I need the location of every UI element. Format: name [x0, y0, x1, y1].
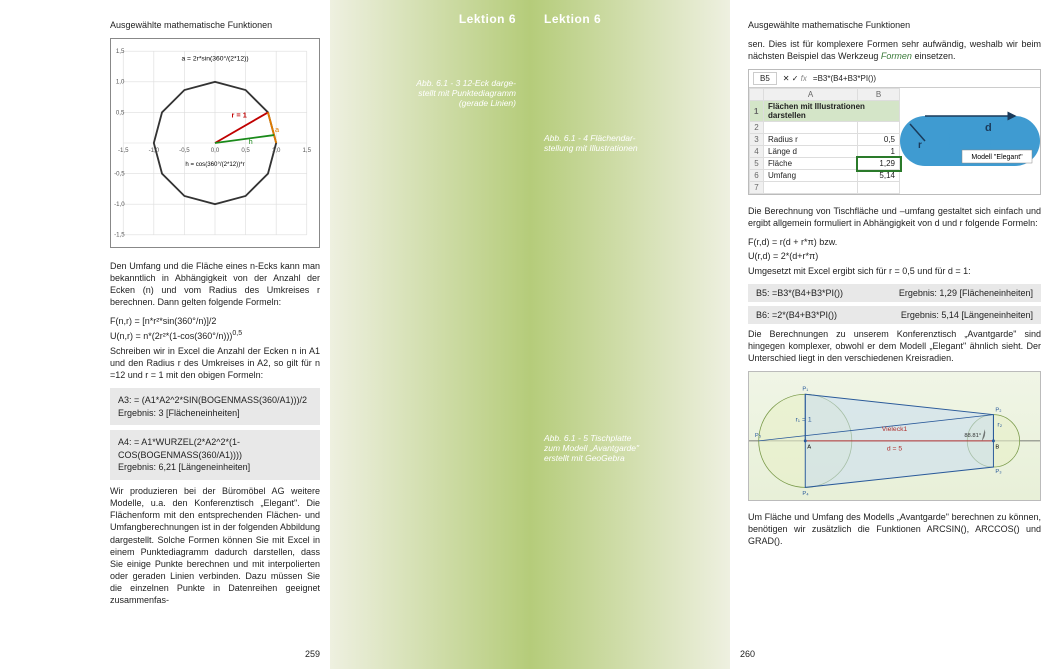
code-result: Ergebnis: 5,14 [Längeneinheiten]: [901, 310, 1033, 320]
svg-text:0,5: 0,5: [241, 147, 250, 154]
caption-right-1: Abb. 6.1 - 4 Flächendar- stellung mit Il…: [544, 133, 716, 153]
svg-text:P₃: P₃: [995, 469, 1002, 475]
page-number-right: 260: [740, 649, 755, 659]
svg-text:-1,5: -1,5: [114, 232, 125, 239]
excel-screenshot: B5 ✕ ✓ fx =B3*(B4+B3*PI()) AB 1Flächen m…: [748, 69, 1041, 195]
svg-text:-1,0: -1,0: [114, 201, 125, 208]
right-formula-1: F(r,d) = r(d + r*π) bzw.: [748, 237, 1041, 247]
right-para-1: Die Berechnung von Tischfläche und –umfa…: [748, 205, 1041, 229]
svg-text:h = cos(360°/(2*12))*r: h = cos(360°/(2*12))*r: [185, 161, 244, 168]
svg-text:0,0: 0,0: [211, 147, 220, 154]
right-para-2: Umgesetzt mit Excel ergibt sich für r = …: [748, 265, 1041, 277]
svg-text:P₅: P₅: [755, 433, 762, 439]
lesson-label-right: Lektion 6: [544, 12, 716, 26]
right-para-0: sen. Dies ist für komplexere Formen sehr…: [748, 38, 1041, 62]
section-header-right: Ausgewählte mathematische Funktionen: [748, 20, 1041, 30]
right-codebox-2: B6: =2*(B4+B3*PI()) Ergebnis: 5,14 [Läng…: [748, 306, 1041, 324]
caption-right-2: Abb. 6.1 - 5 Tischplatte zum Modell „Ava…: [544, 433, 716, 463]
geogebra-figure: Vieleck1 d = 5 r₁ = 1 r₂ 88.81° P₁ P₄ P₂ P…: [748, 371, 1041, 501]
svg-text:-1,0: -1,0: [149, 147, 160, 154]
left-para-2: Schreiben wir in Excel die Anzahl der Ec…: [110, 345, 320, 381]
left-para-1: Den Umfang und die Fläche eines n-Ecks k…: [110, 260, 320, 309]
svg-text:a: a: [275, 125, 280, 134]
right-para-4: Um Fläche und Umfang des Modells „Avantg…: [748, 511, 1041, 547]
lesson-label-left: Lektion 6: [344, 12, 516, 26]
code-line: B6: =2*(B4+B3*PI()): [756, 310, 837, 320]
right-formula-2: U(r,d) = 2*(d+r*π): [748, 251, 1041, 261]
svg-text:1,5: 1,5: [116, 48, 125, 55]
svg-text:-0,5: -0,5: [179, 147, 190, 154]
svg-text:r: r: [918, 140, 922, 151]
svg-text:d = 5: d = 5: [887, 446, 902, 453]
svg-text:h: h: [249, 137, 253, 146]
caption-left-1: Abb. 6.1 - 3 12-Eck darge- stellt mit Pu…: [344, 78, 516, 108]
svg-text:P₄: P₄: [802, 491, 809, 497]
code-result: Ergebnis: 6,21 [Längeneinheiten]: [118, 461, 312, 474]
code-line: A4: = A1*WURZEL(2*A2^2*(1-COS(BOGENMASS(…: [118, 436, 312, 461]
svg-text:r = 1: r = 1: [232, 110, 247, 119]
svg-text:A: A: [807, 445, 811, 451]
left-formula-1: F(n,r) = [n*r²*sin(360°/n)]/2: [110, 316, 320, 326]
svg-text:-0,5: -0,5: [114, 170, 125, 177]
right-margin-column: Lektion 6 Abb. 6.1 - 4 Flächendar- stell…: [530, 0, 730, 669]
excel-fx-icon: ✕ ✓ fx: [783, 74, 807, 83]
svg-text:r₁ = 1: r₁ = 1: [796, 417, 812, 424]
left-main-column: Ausgewählte mathematische Funktionen: [0, 0, 330, 669]
excel-shape-illustration: r d Modell "Elegant": [900, 88, 1040, 194]
chart-top-formula: a = 2r*sin(360°/(2*12)): [181, 54, 248, 62]
section-header-left: Ausgewählte mathematische Funktionen: [110, 20, 320, 30]
tool-name: Formen: [881, 51, 912, 61]
svg-text:d: d: [985, 122, 992, 134]
svg-text:0,5: 0,5: [116, 109, 125, 116]
svg-text:r₂: r₂: [997, 421, 1002, 428]
left-codebox-1: A3: = (A1*A2^2*SIN(BOGENMASS(360/A1)))/2…: [110, 388, 320, 425]
excel-formula-text: =B3*(B4+B3*PI()): [813, 74, 876, 83]
model-label: Modell "Elegant": [971, 154, 1023, 161]
code-line: A3: = (A1*A2^2*SIN(BOGENMASS(360/A1)))/2: [118, 394, 312, 407]
svg-text:P₂: P₂: [995, 408, 1001, 414]
right-main-column: Ausgewählte mathematische Funktionen sen…: [730, 0, 1061, 669]
code-line: B5: =B3*(B4+B3*PI()): [756, 288, 843, 298]
code-result: Ergebnis: 3 [Flächeneinheiten]: [118, 407, 312, 420]
svg-text:B: B: [995, 445, 999, 451]
excel-table: AB 1Flächen mit Illustrationen darstelle…: [749, 88, 900, 194]
svg-text:1,5: 1,5: [303, 147, 312, 154]
svg-text:-1,5: -1,5: [118, 147, 129, 154]
svg-text:P₁: P₁: [802, 387, 808, 393]
right-para-3: Die Berechnungen zu unserem Konferenztis…: [748, 328, 1041, 364]
excel-formula-bar: B5 ✕ ✓ fx =B3*(B4+B3*PI()): [749, 70, 1040, 88]
code-result: Ergebnis: 1,29 [Flächeneinheiten]: [899, 288, 1033, 298]
right-codebox-1: B5: =B3*(B4+B3*PI()) Ergebnis: 1,29 [Flä…: [748, 284, 1041, 302]
text: einsetzen.: [912, 51, 956, 61]
left-margin-column: Lektion 6 Abb. 6.1 - 3 12-Eck darge- ste…: [330, 0, 530, 669]
excel-cell-ref: B5: [753, 72, 777, 85]
svg-text:1,0: 1,0: [116, 79, 125, 86]
left-para-3: Wir produzieren bei der Büromöbel AG wei…: [110, 485, 320, 606]
page-right: Lektion 6 Abb. 6.1 - 4 Flächendar- stell…: [530, 0, 1061, 669]
svg-text:88.81°: 88.81°: [964, 433, 981, 439]
svg-text:Vieleck1: Vieleck1: [882, 426, 908, 433]
page-number-left: 259: [305, 649, 320, 659]
excel-title-cell: Flächen mit Illustrationen darstellen: [764, 101, 900, 122]
left-formula-2: U(n,r) = n*(2r²*(1-cos(360°/n)))0,5: [110, 330, 320, 341]
svg-text:1,0: 1,0: [272, 147, 281, 154]
page-left: Ausgewählte mathematische Funktionen: [0, 0, 530, 669]
polygon-chart: a = 2r*sin(360°/(2*12)) r = 1 a h h = co…: [110, 38, 320, 248]
left-codebox-2: A4: = A1*WURZEL(2*A2^2*(1-COS(BOGENMASS(…: [110, 430, 320, 480]
